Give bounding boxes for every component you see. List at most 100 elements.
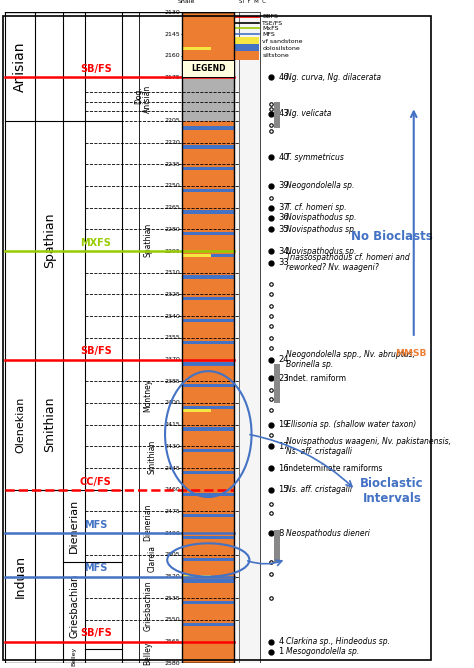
Text: 2385: 2385: [164, 379, 180, 384]
Bar: [182, 297, 234, 301]
Text: Ellisonia sp. (shallow water taxon): Ellisonia sp. (shallow water taxon): [286, 420, 416, 430]
Bar: [182, 126, 234, 130]
Text: 19: 19: [278, 420, 289, 430]
Text: 23: 23: [278, 374, 289, 383]
Text: Mesogondolella sp.: Mesogondolella sp.: [286, 647, 359, 657]
Text: LEGEND: LEGEND: [191, 64, 226, 73]
Text: Anisian: Anisian: [13, 41, 27, 92]
Text: 2580: 2580: [164, 661, 180, 666]
Text: T. cf. homeri sp.: T. cf. homeri sp.: [286, 203, 346, 212]
Text: 2310: 2310: [164, 271, 180, 275]
Text: Spathian: Spathian: [43, 212, 55, 268]
Text: 2535: 2535: [164, 596, 180, 601]
Text: No Bioclasts: No Bioclasts: [351, 230, 433, 243]
Text: SB/FS: SB/FS: [80, 346, 112, 356]
Text: Neogondolella spp., Nv. abruptus,
Borinella sp.: Neogondolella spp., Nv. abruptus, Borine…: [286, 350, 415, 369]
Text: Novispathodus sp.: Novispathodus sp.: [286, 246, 356, 256]
Bar: [274, 102, 280, 128]
Text: 24: 24: [278, 355, 289, 364]
Bar: [182, 492, 234, 496]
Text: 33: 33: [278, 258, 289, 267]
Text: 2565: 2565: [164, 639, 180, 644]
Bar: [182, 232, 234, 235]
Bar: [182, 319, 234, 322]
Text: 2445: 2445: [164, 466, 180, 470]
Text: Neogondolella sp.: Neogondolella sp.: [286, 182, 355, 190]
Text: 16: 16: [278, 464, 289, 472]
Text: Clarkina sp., Hindeodus sp.: Clarkina sp., Hindeodus sp.: [286, 637, 390, 646]
Bar: [182, 579, 234, 582]
Text: 17: 17: [278, 442, 289, 451]
Text: dolosilstone: dolosilstone: [263, 46, 300, 51]
Bar: [182, 384, 234, 387]
Text: 2460: 2460: [164, 487, 180, 492]
Text: 2235: 2235: [164, 162, 180, 167]
Bar: [182, 405, 234, 409]
Text: Dienerian: Dienerian: [143, 504, 152, 541]
Bar: [182, 471, 234, 474]
Bar: [182, 13, 234, 663]
Text: 40: 40: [278, 152, 289, 162]
Text: 43: 43: [278, 109, 289, 118]
Text: Belley: Belley: [72, 647, 77, 666]
Text: Smithian: Smithian: [43, 397, 55, 452]
Bar: [182, 514, 234, 518]
Text: Triassospathodus cf. homeri and
reworked? Nv. waageni?: Triassospathodus cf. homeri and reworked…: [286, 253, 410, 273]
Bar: [182, 362, 234, 365]
Bar: [182, 449, 234, 452]
Text: Induan: Induan: [14, 555, 27, 598]
Text: Ns. aff. cristagalli: Ns. aff. cristagalli: [286, 485, 352, 494]
Text: MxFS: MxFS: [263, 26, 279, 31]
Text: Griesbachian: Griesbachian: [69, 573, 79, 638]
Text: Novispathodus sp.: Novispathodus sp.: [286, 213, 356, 222]
Bar: [182, 623, 234, 626]
Text: 2145: 2145: [164, 31, 180, 37]
Text: 2520: 2520: [164, 574, 180, 579]
Bar: [182, 601, 234, 605]
Text: Ng. curva, Ng. dilacerata: Ng. curva, Ng. dilacerata: [286, 73, 381, 82]
Text: 2250: 2250: [164, 184, 180, 188]
Text: 2130: 2130: [164, 10, 180, 15]
Text: MFS: MFS: [84, 520, 108, 530]
Bar: [182, 167, 234, 170]
Text: Bioclastic
Intervals: Bioclastic Intervals: [360, 476, 424, 504]
Text: MMSB: MMSB: [395, 349, 427, 357]
Text: Montney: Montney: [143, 379, 152, 412]
Text: 4: 4: [278, 637, 283, 646]
Text: 2400: 2400: [164, 401, 180, 405]
Text: 2160: 2160: [164, 53, 180, 58]
Bar: [274, 530, 280, 562]
Text: Neospathodus dieneri: Neospathodus dieneri: [286, 528, 370, 538]
Text: 15: 15: [278, 485, 289, 494]
Bar: [235, 37, 259, 45]
Text: 2340: 2340: [164, 314, 180, 319]
Text: 35: 35: [278, 225, 289, 234]
Bar: [235, 44, 259, 53]
Text: Clareia: Clareia: [147, 545, 156, 572]
Text: Spathian: Spathian: [143, 223, 152, 257]
Bar: [274, 364, 280, 403]
Text: MFS: MFS: [263, 31, 275, 37]
Bar: [182, 13, 234, 663]
Bar: [182, 47, 211, 50]
Bar: [182, 146, 234, 148]
Text: 2280: 2280: [164, 227, 180, 232]
Text: 34: 34: [278, 246, 289, 256]
Bar: [182, 275, 234, 279]
Text: siltstone: siltstone: [263, 53, 289, 58]
Text: 2325: 2325: [164, 292, 180, 297]
Text: Shale: Shale: [178, 0, 195, 4]
Text: MXFS: MXFS: [81, 238, 111, 248]
Text: 39: 39: [278, 182, 289, 190]
Bar: [234, 13, 260, 663]
Text: BBFS: BBFS: [263, 14, 278, 19]
Text: 2370: 2370: [164, 357, 180, 362]
Text: 2505: 2505: [164, 552, 180, 557]
Text: Dog.: Dog.: [135, 87, 144, 104]
Text: Griesbachian: Griesbachian: [143, 580, 152, 631]
Text: indeterminate ramiforms: indeterminate ramiforms: [286, 464, 383, 472]
Bar: [182, 188, 234, 192]
Bar: [182, 210, 234, 214]
Text: 37: 37: [278, 203, 289, 212]
Bar: [182, 558, 234, 561]
